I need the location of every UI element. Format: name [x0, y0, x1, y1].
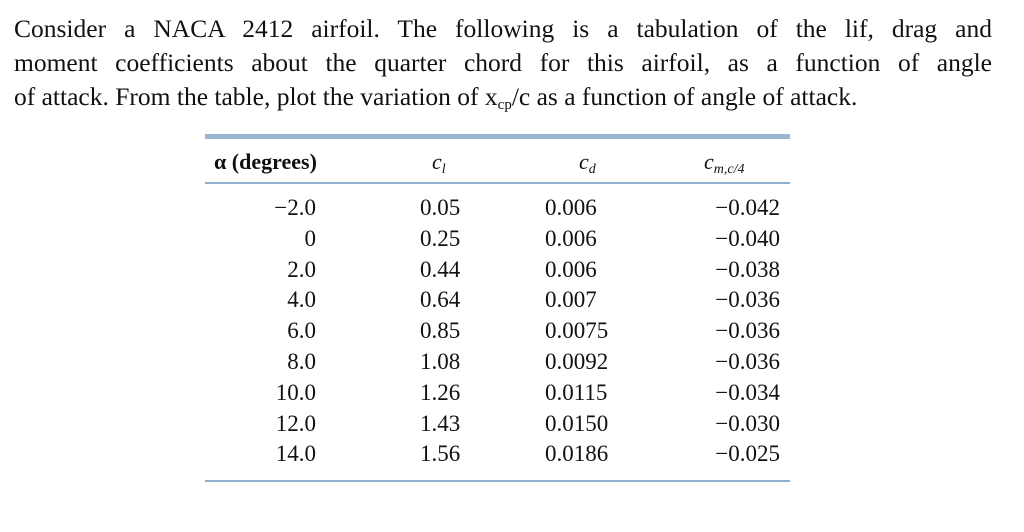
table-cell: 0.44 [420, 256, 461, 282]
column-header: cl [432, 148, 446, 184]
table-cell: 1.56 [420, 441, 461, 467]
table-cell: −0.036 [715, 287, 780, 313]
table-cell: −0.038 [715, 256, 780, 282]
table-bottom-rule [205, 480, 790, 482]
subscript: cp [497, 97, 512, 113]
text-segment: /c as a function of angle of attack. [511, 82, 858, 111]
column-header: α (degrees) [214, 148, 317, 176]
table-cell: 0.0115 [545, 379, 608, 405]
table-cell: 0.0092 [545, 349, 609, 374]
header-symbol: c [704, 149, 714, 174]
table-cell: −0.040 [715, 225, 780, 251]
table-cell: 1.43 [420, 410, 461, 436]
table-cell: −2.0 [274, 195, 316, 220]
table-cell: −0.036 [715, 318, 780, 344]
table-cell: −0.036 [715, 349, 780, 374]
header-subscript: l [441, 162, 446, 177]
table-cell: 12.0 [275, 410, 316, 436]
table-cell: 6.0 [287, 318, 316, 344]
table-cell: −0.030 [715, 410, 780, 436]
table-cell: 0.0075 [545, 318, 609, 344]
header-symbol: c [579, 149, 589, 174]
symbol: x [484, 82, 498, 111]
table-cell: −0.042 [715, 195, 780, 220]
header-symbol: c [432, 149, 442, 174]
table-cell: −0.034 [715, 379, 780, 405]
header-subscript: d [588, 162, 596, 177]
header-subscript: m,c/4 [713, 162, 745, 177]
header-rule [205, 182, 790, 184]
table-cell: 0.85 [420, 318, 461, 344]
table-cell: 0.006 [545, 225, 597, 251]
text-line: Consider a NACA 2412 airfoil. The follow… [14, 14, 992, 43]
column-header: cm,c/4 [704, 148, 744, 184]
table-cell: 0.007 [545, 287, 597, 313]
table-cell: 0.006 [545, 256, 597, 282]
table-cell: 1.08 [420, 349, 461, 374]
table-cell: 0.0150 [545, 410, 609, 436]
column-header: cd [579, 148, 596, 184]
text-line: moment coefficients about the quarter ch… [14, 48, 992, 77]
table-cell: 0.25 [420, 225, 461, 251]
table-cell: 0.0186 [545, 441, 609, 467]
table-cell: 0.64 [420, 287, 461, 313]
table-cell: 10.0 [275, 379, 316, 405]
text-segment: of attack. From the table, plot the vari… [14, 82, 485, 111]
header-symbol: α (degrees) [214, 149, 317, 174]
table-top-rule [205, 134, 790, 139]
table-cell: 0.006 [545, 195, 597, 220]
table-cell: −0.025 [715, 441, 780, 467]
table-cell: 2.0 [287, 256, 316, 282]
table-cell: 8.0 [287, 349, 316, 374]
table-cell: 0 [304, 225, 317, 251]
table-cell: 14.0 [275, 441, 316, 467]
text-line: of attack. From the table, plot the vari… [14, 82, 992, 120]
table-cell: 1.26 [420, 379, 461, 405]
table-cell: 4.0 [287, 287, 316, 313]
table-cell: 0.05 [420, 195, 461, 220]
